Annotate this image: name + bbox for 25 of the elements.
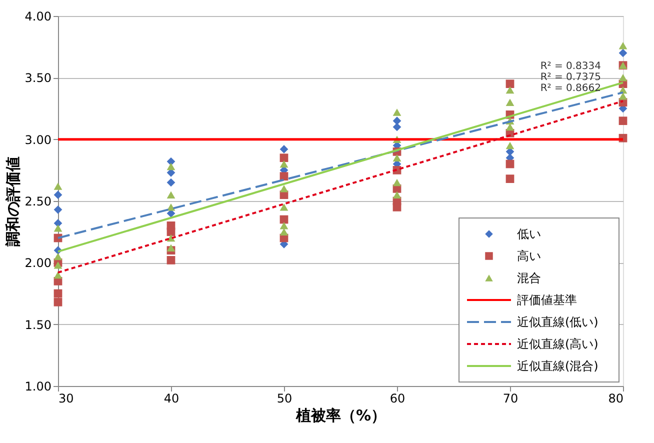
legend-label: 近似直線(低い) bbox=[517, 315, 598, 329]
legend-label: 評価値基準 bbox=[517, 293, 577, 307]
annotation: R² = 0.7375 bbox=[540, 72, 601, 83]
x-tick-label: 40 bbox=[164, 392, 180, 406]
x-axis-title: 植被率（%） bbox=[294, 406, 386, 424]
legend-label: 高い bbox=[517, 249, 541, 263]
annotation: R² = 0.8662 bbox=[540, 83, 601, 94]
x-tick-label: 60 bbox=[390, 392, 406, 406]
y-axis-title: 調和の評価値 bbox=[4, 156, 22, 246]
y-tick-label: 3.50 bbox=[24, 71, 52, 86]
y-tick-label: 3.00 bbox=[24, 132, 52, 147]
x-tick-label: 80 bbox=[608, 392, 624, 406]
x-tick-label: 50 bbox=[276, 392, 292, 406]
x-tick-label: 30 bbox=[58, 392, 74, 406]
annotation: R² = 0.8334 bbox=[540, 61, 601, 72]
legend-label: 混合 bbox=[517, 271, 541, 285]
y-tick-label: 1.00 bbox=[24, 380, 52, 394]
y-tick-label: 1.50 bbox=[24, 318, 52, 332]
legend-label: 近似直線(高い) bbox=[517, 337, 598, 351]
legend-label: 低い bbox=[517, 227, 541, 241]
y-tick-label: 4.00 bbox=[24, 10, 52, 24]
y-tick-label: 2.00 bbox=[24, 256, 52, 270]
y-tick-label: 2.50 bbox=[24, 194, 52, 208]
x-tick-label: 70 bbox=[502, 392, 518, 406]
legend-label: 近似直線(混合) bbox=[517, 359, 598, 373]
